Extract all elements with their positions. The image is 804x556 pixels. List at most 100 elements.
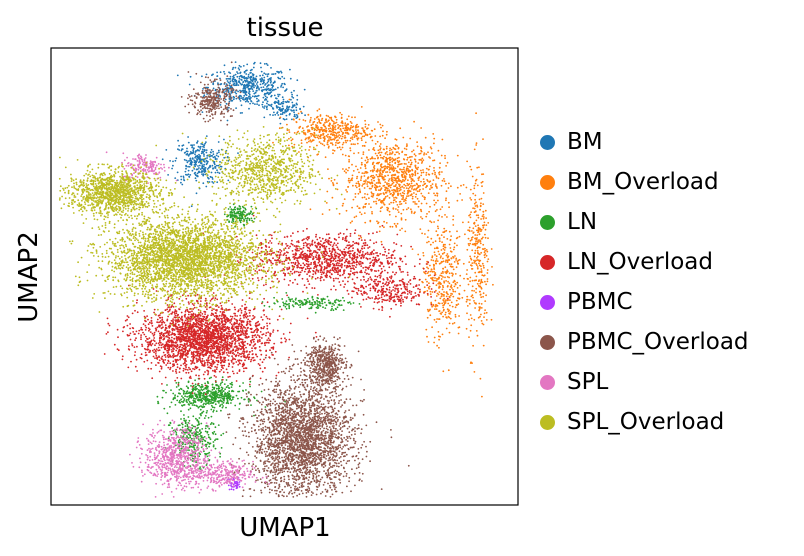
data-point: [346, 132, 349, 135]
data-point: [363, 172, 365, 175]
data-point: [295, 117, 298, 119]
data-point: [475, 262, 477, 265]
data-point: [244, 98, 247, 101]
data-point: [425, 328, 428, 331]
data-point: [449, 247, 452, 249]
data-point: [253, 396, 255, 399]
data-point: [433, 199, 435, 202]
data-point: [225, 102, 228, 105]
data-point: [240, 396, 243, 399]
data-point: [307, 125, 309, 127]
data-point: [173, 316, 176, 319]
data-point: [441, 302, 444, 305]
data-point: [279, 113, 282, 116]
data-point: [191, 169, 194, 172]
data-point: [319, 301, 321, 304]
data-point: [150, 362, 153, 364]
data-point: [236, 351, 239, 354]
data-point: [188, 400, 191, 403]
data-point: [421, 232, 423, 235]
data-point: [219, 389, 222, 392]
data-point: [402, 136, 405, 139]
data-point: [375, 170, 378, 173]
data-point: [194, 177, 197, 180]
data-point: [181, 426, 184, 429]
data-point: [423, 180, 425, 183]
data-point: [395, 224, 397, 227]
data-point: [205, 411, 208, 414]
data-point: [321, 300, 323, 303]
data-point: [187, 160, 190, 162]
data-point: [417, 166, 419, 169]
data-point: [448, 206, 450, 209]
data-point: [484, 247, 486, 250]
data-point: [478, 302, 481, 305]
data-point: [302, 105, 305, 108]
data-point: [271, 73, 273, 75]
data-point: [134, 339, 137, 342]
data-point: [386, 130, 388, 133]
data-point: [438, 338, 440, 341]
data-point: [256, 89, 258, 92]
data-point: [353, 152, 355, 155]
data-point: [201, 148, 204, 151]
data-point: [211, 155, 214, 157]
data-point: [285, 89, 287, 92]
data-point: [199, 146, 201, 149]
data-point: [446, 285, 449, 288]
data-point: [251, 79, 254, 82]
data-point: [483, 221, 486, 224]
data-point: [217, 141, 220, 143]
data-point: [438, 253, 441, 256]
data-point: [422, 281, 424, 284]
data-point: [213, 399, 216, 402]
data-point: [196, 293, 199, 296]
data-point: [480, 296, 483, 299]
data-point: [338, 212, 341, 215]
data-point: [166, 384, 168, 386]
data-point: [436, 209, 438, 211]
data-point: [355, 129, 357, 131]
data-point: [458, 235, 461, 238]
data-point: [309, 121, 311, 123]
data-point: [458, 298, 461, 300]
data-point: [360, 137, 363, 140]
data-point: [240, 83, 243, 86]
data-point: [403, 183, 406, 186]
data-point: [274, 100, 276, 103]
data-point: [127, 366, 130, 369]
data-point: [191, 427, 194, 430]
data-point: [403, 147, 406, 150]
data-point: [388, 213, 391, 216]
data-point: [246, 84, 249, 87]
data-point: [480, 303, 483, 305]
data-point: [240, 65, 242, 68]
data-point: [409, 159, 412, 162]
data-point: [248, 90, 251, 93]
data-point: [328, 139, 330, 142]
data-point: [332, 302, 334, 305]
data-point: [315, 124, 317, 126]
data-point: [475, 330, 478, 332]
data-point: [172, 397, 175, 400]
data-point: [356, 137, 359, 140]
data-point: [337, 135, 339, 138]
data-point: [204, 142, 207, 145]
data-point: [195, 168, 198, 171]
data-point: [292, 118, 295, 121]
data-point: [314, 331, 317, 334]
data-point: [180, 364, 182, 367]
data-point: [213, 397, 216, 399]
data-point: [220, 409, 222, 412]
data-point: [231, 211, 234, 214]
data-point: [407, 207, 410, 209]
data-point: [383, 226, 385, 229]
data-point: [431, 279, 434, 281]
data-point: [393, 192, 395, 195]
data-point: [423, 286, 426, 289]
data-point: [413, 192, 415, 194]
data-point: [421, 217, 424, 220]
data-point: [237, 212, 240, 215]
data-point: [239, 217, 242, 219]
data-point: [191, 144, 194, 147]
